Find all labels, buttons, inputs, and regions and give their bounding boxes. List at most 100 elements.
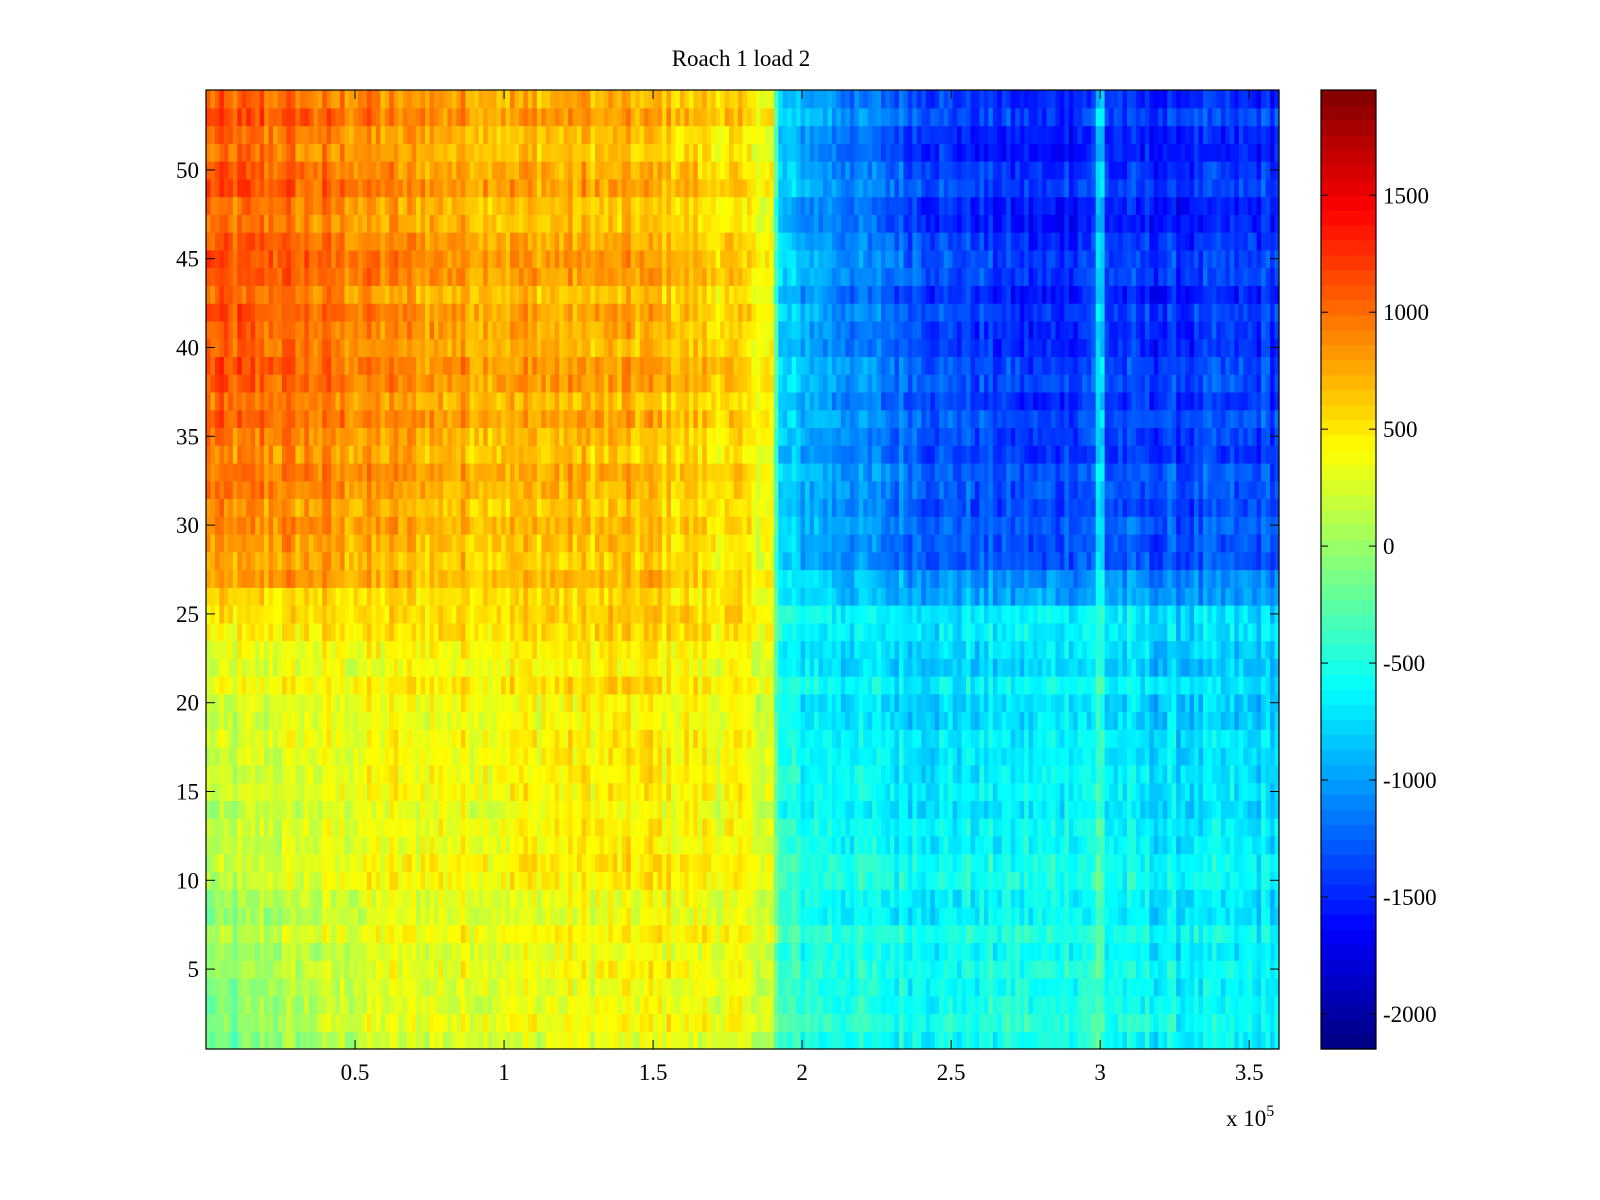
heatmap-cell bbox=[769, 995, 775, 1015]
heatmap-cell bbox=[796, 995, 802, 1015]
heatmap-cell bbox=[782, 995, 788, 1015]
heatmap-cell bbox=[849, 835, 855, 855]
heatmap-cell bbox=[420, 1031, 426, 1050]
heatmap-cell bbox=[952, 1013, 958, 1032]
heatmap-cell bbox=[559, 800, 565, 819]
heatmap-cell bbox=[805, 800, 811, 819]
heatmap-cell bbox=[362, 906, 368, 926]
heatmap-cell bbox=[1135, 995, 1141, 1015]
heatmap-cell bbox=[670, 729, 677, 748]
heatmap-cell bbox=[375, 1031, 381, 1050]
heatmap-cell bbox=[518, 906, 525, 926]
heatmap-cell bbox=[872, 995, 878, 1015]
heatmap-cell bbox=[675, 960, 681, 979]
heatmap-cell bbox=[335, 995, 341, 1015]
heatmap-cell bbox=[586, 1013, 592, 1032]
heatmap-cell bbox=[451, 977, 457, 997]
heatmap-cell bbox=[845, 906, 851, 926]
heatmap-cell bbox=[219, 818, 225, 837]
heatmap-cell bbox=[983, 676, 989, 695]
heatmap-cell bbox=[286, 729, 292, 748]
heatmap-cell bbox=[1216, 871, 1222, 890]
heatmap-cell bbox=[599, 676, 605, 695]
heatmap-cell bbox=[1091, 782, 1097, 801]
heatmap-cell bbox=[568, 889, 574, 908]
heatmap-cell bbox=[800, 960, 806, 979]
heatmap-cell bbox=[657, 800, 663, 819]
heatmap-cell bbox=[1109, 693, 1115, 713]
heatmap-cell bbox=[863, 924, 869, 944]
heatmap-cell bbox=[760, 853, 766, 873]
heatmap-cell bbox=[420, 871, 426, 890]
heatmap-cell bbox=[849, 729, 855, 748]
heatmap-cell bbox=[469, 942, 475, 961]
heatmap-cell bbox=[223, 871, 229, 890]
heatmap-cell bbox=[1046, 960, 1052, 979]
heatmap-cell bbox=[541, 942, 547, 961]
heatmap-cell bbox=[1118, 871, 1124, 890]
heatmap-cell bbox=[456, 942, 462, 961]
heatmap-cell bbox=[943, 977, 949, 997]
heatmap-cell bbox=[487, 764, 493, 784]
heatmap-cell bbox=[362, 960, 368, 979]
heatmap-cell bbox=[1140, 693, 1146, 713]
heatmap-cell bbox=[934, 676, 940, 695]
heatmap-cell bbox=[505, 782, 511, 801]
heatmap-cell bbox=[648, 960, 654, 979]
heatmap-cell bbox=[563, 818, 569, 837]
heatmap-cell bbox=[751, 729, 757, 748]
heatmap-cell bbox=[353, 924, 359, 944]
heatmap-cell bbox=[925, 676, 931, 695]
heatmap-cell bbox=[814, 764, 820, 784]
heatmap-cell bbox=[912, 853, 918, 873]
heatmap-cell bbox=[393, 871, 399, 890]
heatmap-cell bbox=[688, 977, 694, 997]
heatmap-cell bbox=[675, 924, 681, 944]
heatmap-cell bbox=[402, 924, 408, 944]
heatmap-cell bbox=[326, 871, 332, 890]
heatmap-cell bbox=[657, 764, 663, 784]
heatmap-cell bbox=[375, 782, 381, 801]
heatmap-cell bbox=[733, 818, 739, 837]
heatmap-cell bbox=[1037, 711, 1043, 730]
heatmap-cell bbox=[277, 782, 283, 801]
heatmap-cell bbox=[1238, 889, 1244, 908]
heatmap-cell bbox=[353, 676, 359, 695]
heatmap-cell bbox=[232, 977, 238, 997]
heatmap-cell bbox=[675, 747, 681, 766]
heatmap-cell bbox=[282, 995, 288, 1015]
heatmap-cell bbox=[1274, 729, 1280, 748]
heatmap-cell bbox=[268, 942, 274, 961]
heatmap-cell bbox=[590, 747, 596, 766]
heatmap-cell bbox=[581, 853, 587, 873]
heatmap-cell bbox=[282, 818, 288, 837]
heatmap-cell bbox=[836, 853, 842, 873]
heatmap-cell bbox=[653, 693, 659, 713]
heatmap-cell bbox=[720, 729, 726, 748]
heatmap-cell bbox=[1109, 889, 1115, 908]
heatmap-cell bbox=[1019, 711, 1025, 730]
heatmap-cell bbox=[1261, 782, 1267, 801]
heatmap-cell bbox=[608, 835, 614, 855]
heatmap-cell bbox=[1050, 729, 1057, 748]
heatmap-cell bbox=[219, 693, 225, 713]
heatmap-cell bbox=[335, 906, 341, 926]
heatmap-cell bbox=[1046, 995, 1052, 1015]
heatmap-cell bbox=[456, 889, 462, 908]
heatmap-cell bbox=[349, 995, 355, 1015]
heatmap-cell bbox=[295, 1031, 301, 1050]
heatmap-cell bbox=[644, 764, 650, 784]
heatmap-cell bbox=[563, 995, 569, 1015]
heatmap-cell bbox=[1265, 835, 1271, 855]
heatmap-cell bbox=[295, 835, 301, 855]
heatmap-cell bbox=[818, 800, 824, 819]
heatmap-cell bbox=[1064, 995, 1070, 1015]
heatmap-cell bbox=[782, 818, 788, 837]
heatmap-cell bbox=[1037, 747, 1043, 766]
heatmap-cell bbox=[1238, 764, 1244, 784]
heatmap-cell bbox=[849, 924, 855, 944]
heatmap-cell bbox=[1153, 711, 1159, 730]
heatmap-cell bbox=[353, 906, 359, 926]
heatmap-cell bbox=[420, 977, 426, 997]
heatmap-cell bbox=[644, 924, 650, 944]
